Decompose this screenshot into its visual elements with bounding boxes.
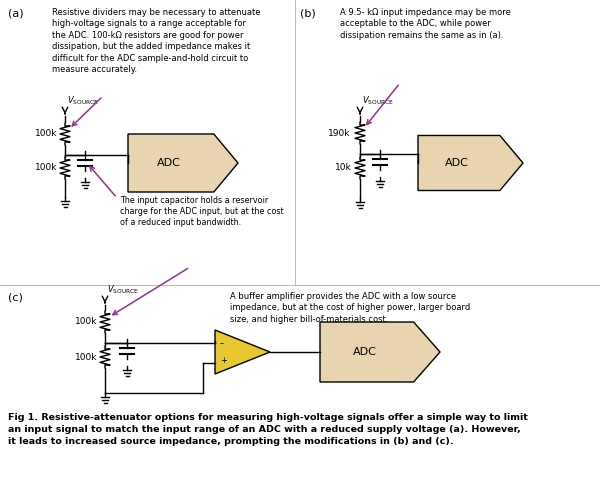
- Text: 100k: 100k: [35, 130, 58, 138]
- Text: ADC: ADC: [157, 158, 181, 168]
- Polygon shape: [418, 136, 523, 190]
- Polygon shape: [320, 322, 440, 382]
- Text: Resistive dividers may be necessary to attenuate
high-voltage signals to a range: Resistive dividers may be necessary to a…: [52, 8, 260, 74]
- Text: A 9.5- kΩ input impedance may be more
acceptable to the ADC, while power
dissipa: A 9.5- kΩ input impedance may be more ac…: [340, 8, 511, 40]
- Text: (c): (c): [8, 292, 23, 302]
- Text: (a): (a): [8, 8, 23, 18]
- Text: A buffer amplifier provides the ADC with a low source
impedance, but at the cost: A buffer amplifier provides the ADC with…: [230, 292, 470, 324]
- Text: –: –: [220, 338, 224, 347]
- Text: 100k: 100k: [75, 352, 97, 362]
- Text: $V_{\mathrm{SOURCE}}$: $V_{\mathrm{SOURCE}}$: [107, 284, 139, 296]
- Text: 10k: 10k: [335, 164, 352, 172]
- Text: 190k: 190k: [328, 128, 350, 138]
- Text: 100k: 100k: [75, 318, 97, 326]
- Text: Fig 1. Resistive-attenuator options for measuring high-voltage signals offer a s: Fig 1. Resistive-attenuator options for …: [8, 413, 528, 446]
- Text: 100k: 100k: [35, 164, 58, 172]
- Polygon shape: [215, 330, 270, 374]
- Text: (b): (b): [300, 8, 316, 18]
- Text: ADC: ADC: [352, 347, 376, 357]
- Text: $V_{\mathrm{SOURCE}}$: $V_{\mathrm{SOURCE}}$: [67, 94, 99, 107]
- Text: ADC: ADC: [445, 158, 469, 168]
- Text: $V_{\mathrm{SOURCE}}$: $V_{\mathrm{SOURCE}}$: [362, 94, 394, 107]
- Polygon shape: [128, 134, 238, 192]
- Text: The input capacitor holds a reservoir
charge for the ADC input, but at the cost
: The input capacitor holds a reservoir ch…: [120, 196, 284, 227]
- Text: +: +: [220, 356, 227, 366]
